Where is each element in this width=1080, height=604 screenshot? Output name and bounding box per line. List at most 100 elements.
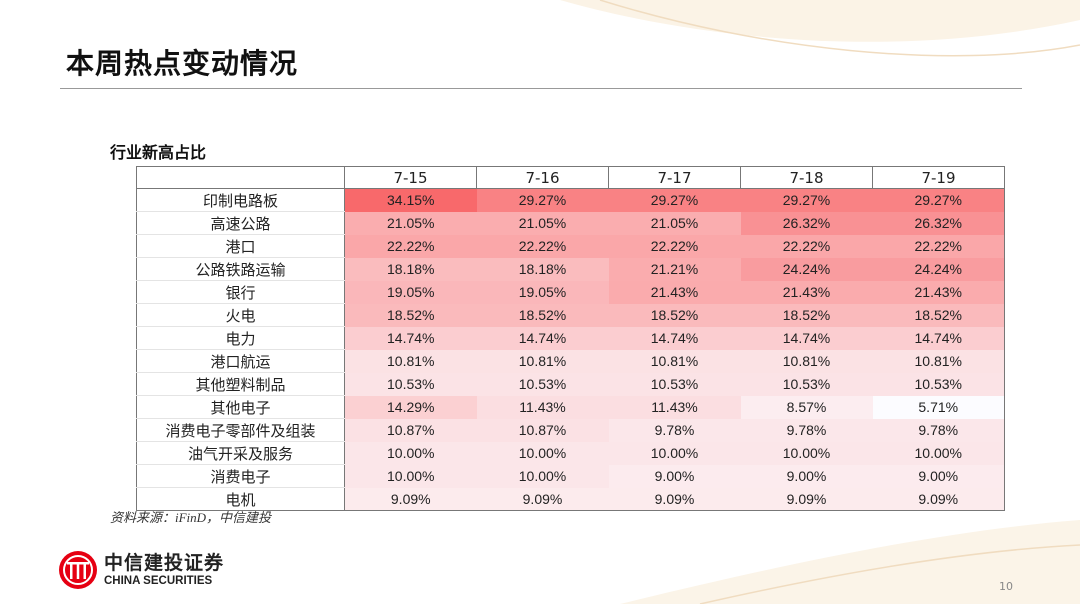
- heat-cell: 10.00%: [476, 464, 609, 488]
- heat-cell: 22.22%: [476, 234, 609, 258]
- heat-cell: 18.52%: [608, 303, 741, 327]
- table-row: 其他塑料制品 10.53% 10.53% 10.53% 10.53% 10.53%: [136, 372, 1005, 396]
- logo-en: CHINA SECURITIES: [104, 575, 213, 587]
- heat-cell: 26.32%: [872, 211, 1005, 235]
- heat-cell: 29.27%: [476, 188, 609, 212]
- heat-cell: 9.09%: [608, 487, 741, 511]
- heat-cell: 14.74%: [872, 326, 1005, 350]
- heat-cell: 29.27%: [608, 188, 741, 212]
- heat-cell: 10.87%: [476, 418, 609, 442]
- heat-cell: 10.53%: [608, 372, 741, 396]
- table-row: 消费电子零部件及组装 10.87% 10.87% 9.78% 9.78% 9.78%: [136, 418, 1005, 442]
- heat-cell: 24.24%: [740, 257, 873, 281]
- table-row: 电力 14.74% 14.74% 14.74% 14.74% 14.74%: [136, 326, 1005, 350]
- column-header: 7-18: [740, 166, 873, 189]
- row-label: 其他电子: [136, 395, 345, 419]
- heat-cell: 14.74%: [476, 326, 609, 350]
- heat-cell: 10.00%: [476, 441, 609, 465]
- heat-cell: 24.24%: [872, 257, 1005, 281]
- heat-cell: 5.71%: [872, 395, 1005, 419]
- logo-cn: 中信建投证券: [104, 552, 225, 574]
- row-label: 火电: [136, 303, 345, 327]
- heat-cell: 22.22%: [344, 234, 477, 258]
- heat-cell: 18.18%: [344, 257, 477, 281]
- heat-cell: 18.52%: [344, 303, 477, 327]
- heat-cell: 10.81%: [740, 349, 873, 373]
- heat-cell: 21.43%: [872, 280, 1005, 304]
- heat-cell: 9.09%: [872, 487, 1005, 511]
- header-corner: [136, 166, 345, 189]
- row-label: 港口航运: [136, 349, 345, 373]
- heat-cell: 21.05%: [344, 211, 477, 235]
- heat-cell: 21.43%: [740, 280, 873, 304]
- heat-cell: 29.27%: [872, 188, 1005, 212]
- heat-cell: 10.53%: [476, 372, 609, 396]
- heat-cell: 10.53%: [872, 372, 1005, 396]
- row-label: 电力: [136, 326, 345, 350]
- heat-cell: 9.78%: [872, 418, 1005, 442]
- table-row: 其他电子 14.29% 11.43% 11.43% 8.57% 5.71%: [136, 395, 1005, 419]
- citic-logo-icon: [59, 551, 97, 589]
- heat-cell: 14.74%: [344, 326, 477, 350]
- table-row: 银行 19.05% 19.05% 21.43% 21.43% 21.43%: [136, 280, 1005, 304]
- heat-cell: 21.21%: [608, 257, 741, 281]
- row-label: 印制电路板: [136, 188, 345, 212]
- heat-cell: 18.52%: [740, 303, 873, 327]
- heat-cell: 9.00%: [740, 464, 873, 488]
- heat-cell: 9.09%: [344, 487, 477, 511]
- heat-cell: 21.43%: [608, 280, 741, 304]
- column-header: 7-16: [476, 166, 609, 189]
- heat-cell: 10.00%: [872, 441, 1005, 465]
- heatmap-table: 7-15 7-16 7-17 7-18 7-19 印制电路板 34.15% 29.27% 29…: [136, 166, 1005, 511]
- heat-cell: 22.22%: [608, 234, 741, 258]
- heat-cell: 8.57%: [740, 395, 873, 419]
- row-label: 消费电子: [136, 464, 345, 488]
- heat-cell: 10.53%: [740, 372, 873, 396]
- table-row: 电机 9.09% 9.09% 9.09% 9.09% 9.09%: [136, 487, 1005, 511]
- heat-cell: 9.09%: [740, 487, 873, 511]
- title-divider: [60, 88, 1022, 89]
- heat-cell: 9.78%: [740, 418, 873, 442]
- row-label: 高速公路: [136, 211, 345, 235]
- heat-cell: 22.22%: [740, 234, 873, 258]
- page-number: 10: [999, 580, 1013, 593]
- heat-cell: 18.52%: [476, 303, 609, 327]
- heat-cell: 10.00%: [740, 441, 873, 465]
- column-header: 7-15: [344, 166, 477, 189]
- heat-cell: 11.43%: [608, 395, 741, 419]
- heat-cell: 10.81%: [344, 349, 477, 373]
- heat-cell: 21.05%: [608, 211, 741, 235]
- heat-cell: 14.74%: [608, 326, 741, 350]
- row-label: 电机: [136, 487, 345, 511]
- row-label: 港口: [136, 234, 345, 258]
- source-note: 资料来源：iFinD，中信建投: [110, 510, 272, 525]
- table-header-row: 7-15 7-16 7-17 7-18 7-19: [136, 166, 1005, 189]
- column-header: 7-17: [608, 166, 741, 189]
- table-row: 港口 22.22% 22.22% 22.22% 22.22% 22.22%: [136, 234, 1005, 258]
- table-row: 公路铁路运输 18.18% 18.18% 21.21% 24.24% 24.24%: [136, 257, 1005, 281]
- heat-cell: 26.32%: [740, 211, 873, 235]
- table-row: 火电 18.52% 18.52% 18.52% 18.52% 18.52%: [136, 303, 1005, 327]
- heat-cell: 18.18%: [476, 257, 609, 281]
- heat-cell: 34.15%: [344, 188, 477, 212]
- page-title: 本周热点变动情况: [66, 47, 299, 80]
- heat-cell: 22.22%: [872, 234, 1005, 258]
- table-row: 消费电子 10.00% 10.00% 9.00% 9.00% 9.00%: [136, 464, 1005, 488]
- row-label: 油气开采及服务: [136, 441, 345, 465]
- table-subtitle: 行业新高占比: [110, 143, 207, 162]
- heat-cell: 29.27%: [740, 188, 873, 212]
- row-label: 其他塑料制品: [136, 372, 345, 396]
- heat-cell: 10.00%: [344, 464, 477, 488]
- heat-cell: 10.81%: [608, 349, 741, 373]
- row-label: 银行: [136, 280, 345, 304]
- heat-cell: 10.87%: [344, 418, 477, 442]
- heat-cell: 10.81%: [476, 349, 609, 373]
- table-row: 印制电路板 34.15% 29.27% 29.27% 29.27% 29.27%: [136, 188, 1005, 212]
- heat-cell: 10.81%: [872, 349, 1005, 373]
- heat-cell: 9.78%: [608, 418, 741, 442]
- column-header: 7-19: [872, 166, 1005, 189]
- table-row: 高速公路 21.05% 21.05% 21.05% 26.32% 26.32%: [136, 211, 1005, 235]
- heat-cell: 9.09%: [476, 487, 609, 511]
- heat-cell: 19.05%: [476, 280, 609, 304]
- heat-cell: 11.43%: [476, 395, 609, 419]
